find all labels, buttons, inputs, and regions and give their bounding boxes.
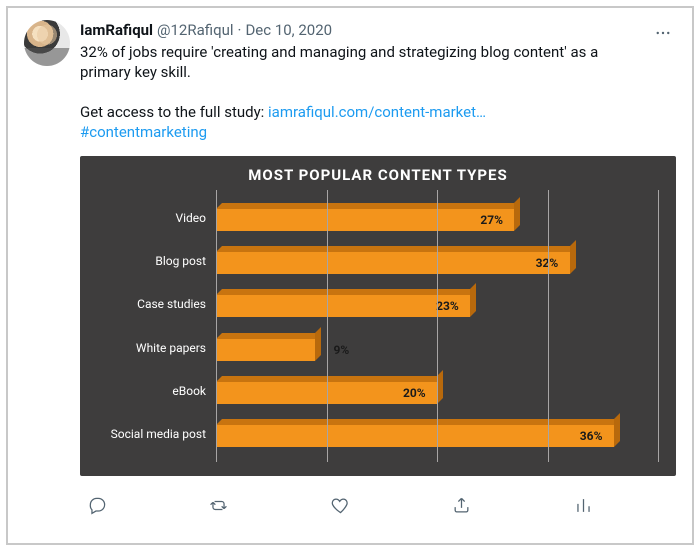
analytics-icon (574, 496, 593, 515)
chart-y-label: Blog post (98, 254, 206, 268)
reply-button[interactable] (80, 488, 114, 522)
chart-gridline (548, 190, 549, 462)
retweet-icon (209, 496, 228, 515)
chart-y-label: Case studies (98, 297, 206, 311)
retweet-button[interactable] (202, 488, 236, 522)
share-icon (452, 496, 471, 515)
tweet-link[interactable]: iamrafiqul.com/content-market… (268, 103, 486, 121)
tweet-header-text: IamRafiqul @12Rafiqul · Dec 10, 2020 32%… (80, 20, 650, 150)
tweet-body: 32% of jobs require 'creating and managi… (80, 42, 650, 142)
chart-gridline (658, 190, 659, 462)
chart-gridline (437, 190, 438, 462)
chart-y-label: Video (98, 211, 206, 225)
tweet-card: IamRafiqul @12Rafiqul · Dec 10, 2020 32%… (6, 6, 694, 545)
tweet-header: IamRafiqul @12Rafiqul · Dec 10, 2020 32%… (24, 20, 676, 150)
reply-icon (88, 496, 107, 515)
chart-value-label: 32% (528, 252, 559, 274)
chart-card: MOST POPULAR CONTENT TYPES Video Blog pos… (80, 156, 676, 476)
chart-gridline (327, 190, 328, 462)
more-icon (654, 24, 672, 42)
heart-icon (331, 496, 350, 515)
tweet-actions (80, 488, 600, 522)
tweet-hashtag[interactable]: #contentmarketing (80, 123, 207, 141)
like-button[interactable] (323, 488, 357, 522)
chart-plot: 27% 32% 23% 9% 20% 36% (216, 190, 658, 462)
chart-value-label: 36% (572, 425, 603, 447)
display-name[interactable]: IamRafiqul (80, 20, 153, 40)
tweet-text-line2: Get access to the full study: iamrafiqul… (80, 102, 650, 142)
chart-value-label: 27% (472, 209, 503, 231)
chart-y-label: eBook (98, 384, 206, 398)
tweet-text-line1: 32% of jobs require 'creating and managi… (80, 42, 650, 82)
tweet-date[interactable]: Dec 10, 2020 (245, 20, 332, 40)
analytics-button[interactable] (566, 488, 600, 522)
chart-value-label: 20% (395, 382, 426, 404)
more-button[interactable] (650, 20, 676, 50)
avatar[interactable] (24, 20, 70, 66)
chart-y-labels: Video Blog post Case studies White papers eB… (98, 190, 216, 462)
chart-value-label: 23% (428, 295, 459, 317)
chart-area: Video Blog post Case studies White papers eB… (98, 190, 658, 462)
chart-gridline (216, 190, 217, 462)
handle[interactable]: @12Rafiqul (157, 20, 234, 40)
share-button[interactable] (445, 488, 479, 522)
separator: · (238, 20, 242, 40)
tweet-name-line: IamRafiqul @12Rafiqul · Dec 10, 2020 (80, 20, 650, 40)
tweet-text-prefix: Get access to the full study: (80, 103, 268, 121)
chart-y-label: White papers (98, 341, 206, 355)
chart-value-label: 9% (325, 339, 349, 361)
chart-title: MOST POPULAR CONTENT TYPES (98, 166, 658, 184)
chart-y-label: Social media post (98, 427, 206, 441)
